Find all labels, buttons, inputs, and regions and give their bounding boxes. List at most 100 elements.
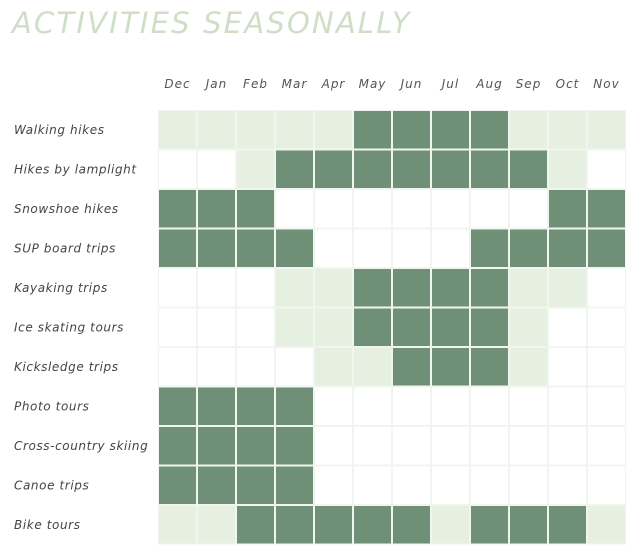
heatmap-cell <box>471 190 508 228</box>
heatmap-row-track <box>158 268 626 308</box>
heatmap-cell <box>588 269 625 307</box>
heatmap-cell <box>354 348 391 386</box>
heatmap-row-track <box>158 386 626 426</box>
heatmap-cell <box>237 466 274 504</box>
heatmap-row-track <box>158 505 626 545</box>
heatmap-cell <box>588 466 625 504</box>
month-label: Oct <box>556 77 580 91</box>
heatmap-cell <box>432 150 469 188</box>
heatmap-cell <box>276 269 313 307</box>
heatmap-cell <box>588 387 625 425</box>
heatmap-cell <box>198 427 235 465</box>
heatmap-cell <box>549 466 586 504</box>
heatmap-cell <box>588 506 625 544</box>
heatmap-cell <box>588 111 625 149</box>
heatmap-cell <box>315 190 352 228</box>
heatmap-cell <box>393 229 430 267</box>
heatmap-cell <box>159 190 196 228</box>
heatmap-row-track <box>158 189 626 229</box>
heatmap-cell <box>393 308 430 346</box>
heatmap-cell <box>276 111 313 149</box>
heatmap-cell <box>354 387 391 425</box>
heatmap-cell <box>354 229 391 267</box>
heatmap-cell <box>315 348 352 386</box>
heatmap-cell <box>471 466 508 504</box>
activity-label: Cross-country skiing <box>14 439 148 453</box>
heatmap-cell <box>159 150 196 188</box>
heatmap-cell <box>510 269 547 307</box>
heatmap-cell <box>471 269 508 307</box>
heatmap-row-track <box>158 110 626 150</box>
heatmap-cell <box>237 229 274 267</box>
heatmap-cell <box>354 466 391 504</box>
heatmap-cell <box>432 466 469 504</box>
month-label: Jan <box>204 77 228 91</box>
heatmap-cell <box>432 308 469 346</box>
heatmap-cell <box>237 348 274 386</box>
heatmap-cell <box>393 150 430 188</box>
heatmap-cell <box>315 150 352 188</box>
heatmap-cell <box>588 229 625 267</box>
heatmap-cell <box>354 150 391 188</box>
page-title: ACTIVITIES SEASONALLY <box>12 6 412 40</box>
heatmap-cell <box>393 269 430 307</box>
heatmap-cell <box>237 150 274 188</box>
heatmap-cell <box>276 229 313 267</box>
heatmap-cell <box>471 427 508 465</box>
heatmap-cell <box>315 387 352 425</box>
heatmap-cell <box>510 308 547 346</box>
heatmap-cell <box>393 506 430 544</box>
heatmap-cell <box>198 111 235 149</box>
heatmap-cell <box>588 150 625 188</box>
heatmap-row-track <box>158 347 626 387</box>
activity-label: Bike tours <box>14 518 81 532</box>
heatmap-cell <box>393 466 430 504</box>
heatmap-cell <box>549 150 586 188</box>
month-label: Apr <box>321 77 346 91</box>
heatmap-cell <box>354 427 391 465</box>
heatmap-cell <box>471 111 508 149</box>
heatmap-cell <box>237 506 274 544</box>
heatmap-cell <box>159 466 196 504</box>
heatmap-cell <box>393 427 430 465</box>
heatmap-cell <box>510 229 547 267</box>
heatmap-cell <box>393 348 430 386</box>
heatmap-cell <box>198 269 235 307</box>
heatmap-cell <box>159 269 196 307</box>
heatmap-cell <box>588 308 625 346</box>
heatmap-cell <box>159 229 196 267</box>
heatmap-cell <box>315 308 352 346</box>
heatmap-cell <box>198 190 235 228</box>
heatmap-cell <box>315 269 352 307</box>
activity-label: Ice skating tours <box>14 320 124 334</box>
heatmap-cell <box>549 348 586 386</box>
activity-label: Hikes by lamplight <box>14 162 137 176</box>
activity-label: SUP board trips <box>14 241 116 255</box>
heatmap-cell <box>471 506 508 544</box>
heatmap-cell <box>159 308 196 346</box>
heatmap-cell <box>159 387 196 425</box>
heatmap-cell <box>471 348 508 386</box>
heatmap-cell <box>432 387 469 425</box>
heatmap-cell <box>549 190 586 228</box>
heatmap-cell <box>276 427 313 465</box>
heatmap-row-track <box>158 307 626 347</box>
heatmap-cell <box>549 506 586 544</box>
heatmap-cell <box>159 506 196 544</box>
heatmap-cell <box>510 111 547 149</box>
heatmap-cell <box>198 150 235 188</box>
heatmap-cell <box>432 427 469 465</box>
heatmap-cell <box>471 308 508 346</box>
heatmap-cell <box>237 111 274 149</box>
heatmap-cell <box>276 190 313 228</box>
heatmap-cell <box>588 348 625 386</box>
heatmap-cell <box>198 348 235 386</box>
heatmap-cell <box>159 348 196 386</box>
heatmap-row-track <box>158 426 626 466</box>
heatmap-cell <box>198 506 235 544</box>
month-label: Feb <box>243 77 268 91</box>
heatmap-cell <box>432 190 469 228</box>
heatmap-cell <box>432 269 469 307</box>
heatmap-cell <box>588 427 625 465</box>
